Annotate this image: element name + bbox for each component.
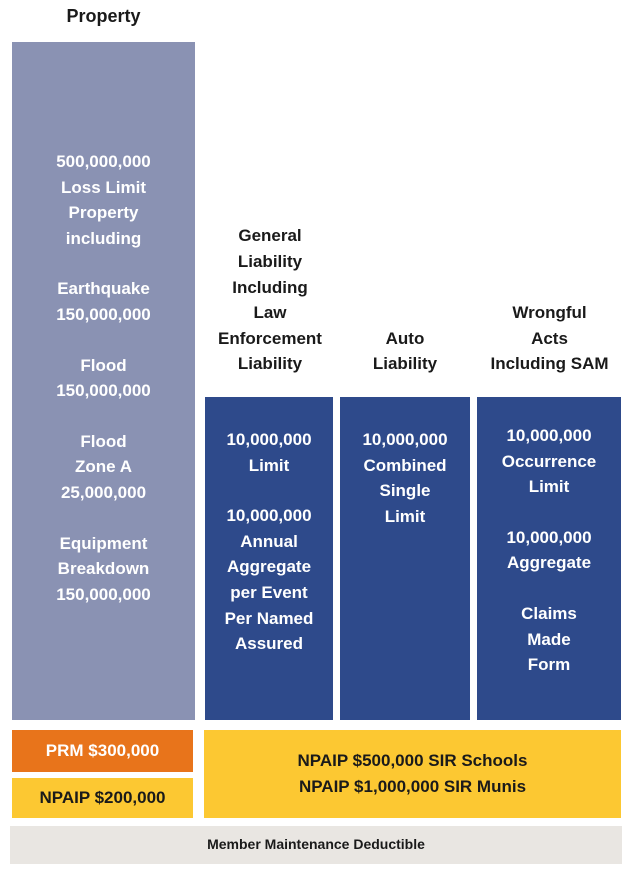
text-line: Form [527, 655, 571, 675]
text-line: 150,000,000 [56, 584, 151, 604]
auto-column [340, 397, 470, 720]
wrongful-text: 10,000,000 Occurrence Limit 10,000,000 Aggre… [477, 423, 621, 678]
text-line: 10,000,000 [506, 527, 592, 547]
text-line: 150,000,000 [56, 381, 151, 401]
text-line: Claims [521, 603, 577, 623]
npaip-label: NPAIP $200,000 [39, 788, 166, 808]
text-block: Earthquake 150,000,000 [56, 276, 151, 327]
text-block: 10,000,000 Aggregate [506, 525, 591, 576]
text-line: Combined [363, 455, 447, 475]
text-line: Annual [240, 531, 298, 551]
property-title: Property [66, 6, 141, 26]
header-line: Wrongful [512, 303, 587, 323]
text-line: Limit [384, 506, 426, 526]
text-line: Flood [80, 355, 127, 375]
gl-column [205, 397, 333, 720]
text-line: Assured [234, 634, 303, 654]
text-block: Flood 150,000,000 [56, 353, 151, 404]
footer-label: Member Maintenance Deductible [207, 836, 425, 853]
header-line: Enforcement [218, 328, 322, 348]
text-line: 150,000,000 [56, 304, 151, 324]
auto-text: 10,000,000 Combined Single Limit [340, 427, 470, 529]
auto-header: Auto Liability [336, 326, 474, 377]
text-block: 10,000,000 Annual Aggregate per Event Per Na… [225, 503, 314, 657]
prm-box: PRM $300,000 [12, 730, 193, 772]
text-line: Property [68, 203, 139, 223]
prm-label: PRM $300,000 [45, 741, 160, 761]
gl-header: General Liability Including Law Enforcement L… [200, 223, 340, 377]
text-line: Zone A [75, 457, 132, 477]
property-text: 500,000,000 Loss Limit Property including Ea… [12, 149, 195, 607]
text-line: 25,000,000 [60, 482, 147, 502]
header-line: Including [232, 277, 308, 297]
header-line: General [238, 226, 302, 246]
sir-label: NPAIP $500,000 SIR Schools [297, 751, 528, 771]
header-line: Auto [385, 328, 425, 348]
npaip-box: NPAIP $200,000 [12, 778, 193, 818]
text-line: Limit [528, 477, 570, 497]
text-block: Claims Made Form [521, 601, 577, 678]
text-line: Limit [248, 455, 290, 475]
property-title-box: Property [12, 4, 195, 30]
text-line: Aggregate [226, 557, 312, 577]
text-line: including [65, 228, 142, 248]
text-line: 10,000,000 [226, 430, 312, 449]
text-line: Single [379, 481, 431, 501]
sir-box: NPAIP $500,000 SIR Schools NPAIP $1,000,… [204, 730, 621, 818]
header-line: Liability [237, 252, 303, 272]
text-line: Equipment [59, 533, 148, 553]
property-column [12, 42, 195, 720]
header-line: Including SAM [490, 354, 609, 374]
wrongful-header: Wrongful Acts Including SAM [472, 300, 627, 377]
text-line: Breakdown [57, 559, 150, 579]
gl-text: 10,000,000 Limit 10,000,000 Annual Aggregate… [205, 427, 333, 657]
text-line: Earthquake [57, 279, 150, 299]
text-line: 10,000,000 [226, 506, 312, 526]
wrongful-column [477, 397, 621, 720]
text-block: Flood Zone A 25,000,000 [61, 429, 146, 506]
text-line: 10,000,000 [506, 426, 592, 445]
text-line: Made [527, 629, 571, 649]
header-line: Law [253, 303, 287, 323]
header-line: Liability [372, 354, 438, 374]
header-line: Acts [531, 328, 568, 348]
text-line: per Event [230, 582, 308, 602]
text-block: 10,000,000 Limit [226, 427, 311, 478]
text-line: 500,000,000 [56, 152, 151, 171]
text-line: Loss Limit [60, 177, 146, 197]
footer-box: Member Maintenance Deductible [10, 826, 622, 864]
text-line: Per Named [224, 608, 314, 628]
text-line: Flood [80, 431, 127, 451]
sir-label: NPAIP $1,000,000 SIR Munis [298, 777, 527, 796]
text-line: 10,000,000 [362, 430, 448, 449]
text-block: Equipment Breakdown 150,000,000 [56, 531, 151, 608]
text-line: Occurrence [501, 451, 597, 471]
text-block: 500,000,000 Loss Limit Property including [56, 149, 151, 251]
header-line: Liability [237, 354, 303, 374]
text-line: Aggregate [506, 553, 592, 573]
text-block: 10,000,000 Occurrence Limit [502, 423, 597, 500]
text-block: 10,000,000 Combined Single Limit [362, 427, 447, 529]
